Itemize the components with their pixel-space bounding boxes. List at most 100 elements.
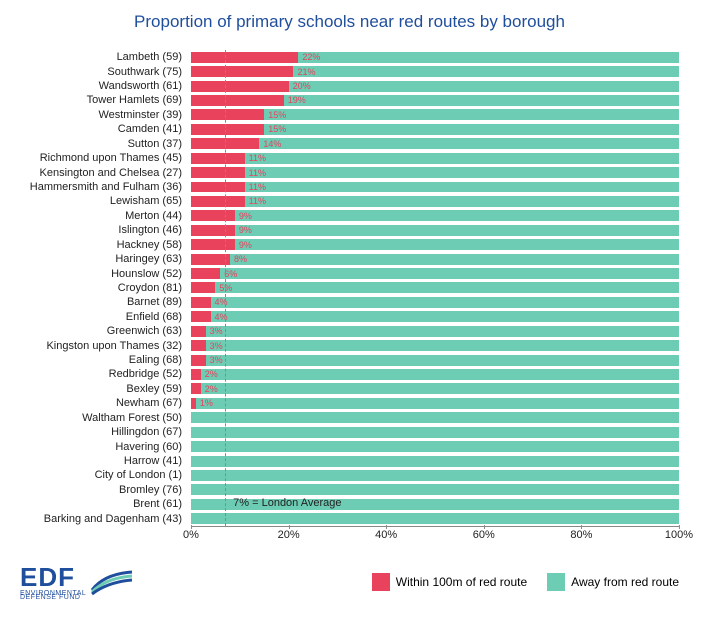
plot-area: 7% = London Average 22%21%20%19%15%15%14… [191, 50, 679, 526]
legend: Within 100m of red route Away from red r… [372, 573, 679, 591]
bar-row: 9% [191, 209, 679, 223]
bar-away [196, 398, 679, 409]
y-label: Wandsworth (61) [20, 79, 188, 93]
bar-row: 11% [191, 180, 679, 194]
pct-label: 11% [249, 153, 266, 163]
y-label: Waltham Forest (50) [20, 411, 188, 425]
y-label: Southwark (75) [20, 64, 188, 78]
legend-item-red: Within 100m of red route [372, 573, 527, 591]
x-tick: 0% [183, 529, 199, 541]
bar-within-100m [191, 66, 293, 77]
y-label: Merton (44) [20, 209, 188, 223]
bar-away [191, 513, 679, 524]
x-tick: 80% [570, 529, 592, 541]
bar-row [191, 425, 679, 439]
bars-group: 22%21%20%19%15%15%14%11%11%11%11%9%9%9%8… [191, 50, 679, 526]
bar-away [191, 456, 679, 467]
bar-away [206, 355, 679, 366]
bar-away [215, 282, 679, 293]
bar-row: 1% [191, 396, 679, 410]
y-label: Hounslow (52) [20, 266, 188, 280]
bar-within-100m [191, 124, 264, 135]
bar-away [191, 412, 679, 423]
legend-label-red: Within 100m of red route [396, 575, 527, 589]
bar-within-100m [191, 239, 235, 250]
bar-within-100m [191, 297, 211, 308]
y-label: Croydon (81) [20, 281, 188, 295]
pct-label: 20% [293, 81, 311, 91]
edf-logo: EDF ENVIRONMENTAL DEFENSE FUND [20, 562, 134, 601]
logo-wave-icon [90, 568, 134, 596]
bar-away [284, 95, 679, 106]
bar-within-100m [191, 355, 206, 366]
pct-label: 11% [249, 168, 266, 178]
bar-away [230, 254, 679, 265]
y-label: Barnet (89) [20, 295, 188, 309]
chart: Lambeth (59)Southwark (75)Wandsworth (61… [20, 50, 679, 544]
bar-away [191, 441, 679, 452]
y-label: Lewisham (65) [20, 194, 188, 208]
pct-label: 3% [210, 326, 223, 336]
y-label: Havering (60) [20, 439, 188, 453]
legend-label-teal: Away from red route [571, 575, 679, 589]
pct-label: 2% [205, 384, 218, 394]
bar-row: 21% [191, 64, 679, 78]
bar-away [245, 182, 679, 193]
pct-label: 9% [239, 240, 252, 250]
y-label: Hillingdon (67) [20, 425, 188, 439]
bar-within-100m [191, 311, 211, 322]
bar-row: 11% [191, 151, 679, 165]
bar-away [259, 138, 679, 149]
bar-away [235, 210, 679, 221]
y-label: Westminster (39) [20, 108, 188, 122]
bar-within-100m [191, 196, 245, 207]
bar-within-100m [191, 326, 206, 337]
bar-within-100m [191, 282, 215, 293]
y-label: Brent (61) [20, 497, 188, 511]
y-label: Lambeth (59) [20, 50, 188, 64]
x-axis: 0%20%40%60%80%100% [191, 526, 679, 544]
pct-label: 2% [205, 369, 218, 379]
bar-row: 9% [191, 237, 679, 251]
x-tick: 40% [375, 529, 397, 541]
y-label: Haringey (63) [20, 252, 188, 266]
pct-label: 11% [249, 196, 266, 206]
bar-within-100m [191, 340, 206, 351]
bar-within-100m [191, 81, 289, 92]
x-tick: 20% [278, 529, 300, 541]
bar-row [191, 454, 679, 468]
bar-row: 11% [191, 194, 679, 208]
bar-row: 15% [191, 108, 679, 122]
y-label: City of London (1) [20, 468, 188, 482]
chart-title: Proportion of primary schools near red r… [20, 12, 679, 32]
x-tick: 60% [473, 529, 495, 541]
y-label: Greenwich (63) [20, 324, 188, 338]
bar-away [235, 225, 679, 236]
bar-row: 4% [191, 310, 679, 324]
bar-row: 6% [191, 266, 679, 280]
y-label: Harrow (41) [20, 454, 188, 468]
bar-row: 22% [191, 50, 679, 64]
pct-label: 11% [249, 182, 266, 192]
bar-row [191, 411, 679, 425]
bar-away [211, 297, 679, 308]
y-label: Islington (46) [20, 223, 188, 237]
pct-label: 19% [288, 95, 306, 105]
bar-away [206, 326, 679, 337]
bar-row [191, 483, 679, 497]
bar-within-100m [191, 167, 245, 178]
bar-within-100m [191, 182, 245, 193]
bar-row: 4% [191, 295, 679, 309]
bar-row: 3% [191, 353, 679, 367]
pct-label: 8% [234, 254, 247, 264]
bar-within-100m [191, 210, 235, 221]
bar-away [264, 124, 679, 135]
bar-row: 5% [191, 281, 679, 295]
bar-within-100m [191, 383, 201, 394]
chart-container: Proportion of primary schools near red r… [0, 0, 709, 554]
y-axis-labels: Lambeth (59)Southwark (75)Wandsworth (61… [20, 50, 188, 526]
pct-label: 14% [263, 139, 281, 149]
pct-label: 15% [268, 110, 286, 120]
bar-row: 15% [191, 122, 679, 136]
y-label: Ealing (68) [20, 353, 188, 367]
